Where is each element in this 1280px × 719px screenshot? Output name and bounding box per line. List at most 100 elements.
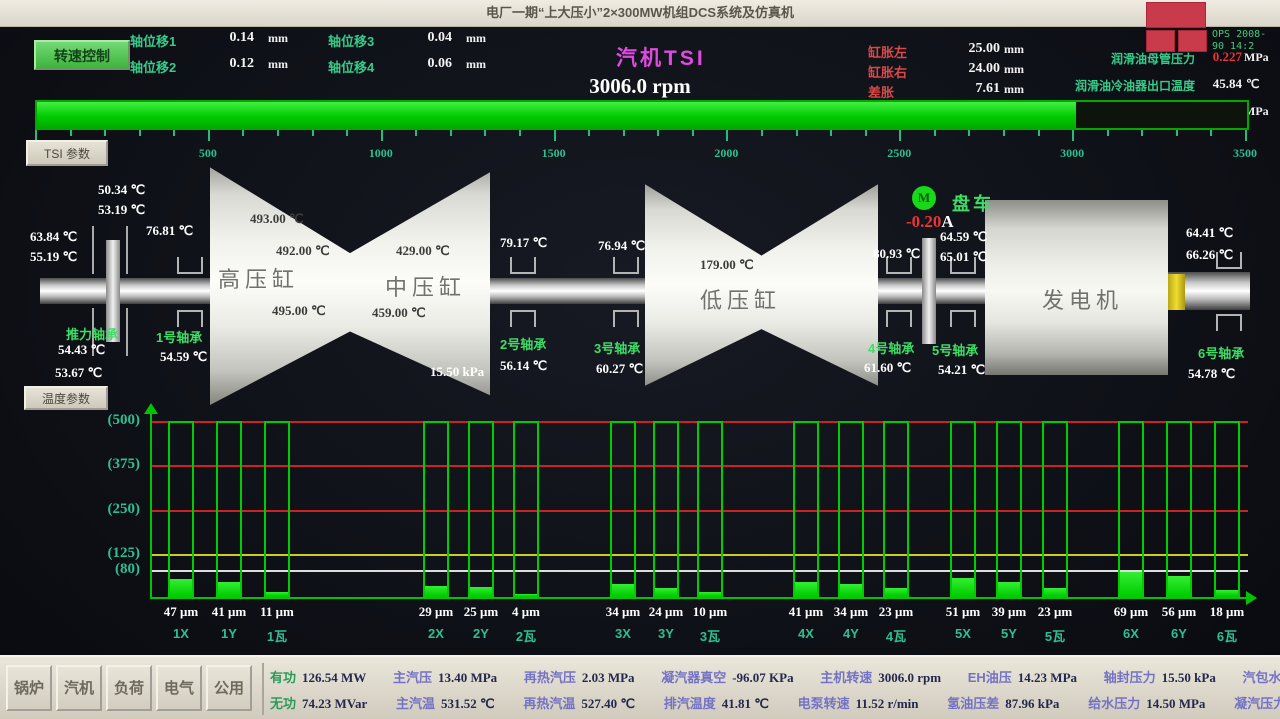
bearing6-bracket-lower: [1216, 314, 1242, 331]
chart-bar-category: 5X: [955, 626, 971, 641]
speed-tick: [173, 130, 176, 136]
chart-yaxis: [150, 413, 152, 599]
chart-bar-category: 2X: [428, 626, 444, 641]
chart-bar-fill: [1120, 571, 1142, 596]
nav-button-4[interactable]: 电气: [156, 665, 202, 711]
speed-tick-label: 1000: [368, 146, 393, 160]
speed-tick: [35, 130, 37, 141]
chart-bar-fill: [470, 587, 492, 596]
chart-bar: [610, 421, 636, 598]
nav-button-5[interactable]: 公用: [206, 665, 252, 711]
hp-temp-3: 495.00 ℃: [272, 303, 326, 318]
chart-bar-category: 3瓦: [699, 629, 721, 644]
chart-bar: [216, 421, 242, 598]
left-temp-1: 63.84 ℃: [30, 229, 78, 244]
alarm-tile[interactable]: [1146, 2, 1206, 28]
chart-bar: [1166, 421, 1192, 598]
temp-params-button[interactable]: 温度参数: [24, 386, 108, 410]
turning-gear-label: 盘车: [952, 194, 994, 214]
chart-bar-category: 1Y: [221, 626, 237, 641]
alarm-tile[interactable]: [1146, 30, 1175, 52]
turning-gear-motor-icon[interactable]: M: [912, 186, 936, 210]
speed-tick: [311, 130, 314, 136]
chart-bar-category: 4Y: [843, 626, 859, 641]
speed-tick-label: 1500: [541, 146, 566, 160]
nav-button-2[interactable]: 汽机: [56, 665, 102, 711]
chart-bar-value: 23 μm: [1037, 604, 1073, 619]
thrust-bearing-symbol-upper: [92, 226, 128, 274]
chart-bar-value: 56 μm: [1161, 604, 1197, 619]
chart-bar-category: 1X: [173, 626, 189, 641]
speed-tick: [1210, 130, 1213, 136]
window-titlebar: 电厂一期“上大压小”2×300MW机组DCS系统及仿真机: [0, 0, 1280, 27]
chart-bar: [1214, 421, 1240, 598]
status-item: 主机转速 3006.0 rpm: [820, 667, 941, 686]
chart-bar-fill: [885, 587, 907, 596]
bearing2-bracket-lower: [510, 310, 536, 327]
chart-bar-fill: [952, 577, 974, 596]
coupling-yellow: [1168, 274, 1185, 310]
nav-button-1[interactable]: 锅炉: [6, 665, 52, 711]
bearing4-bracket-lower: [886, 310, 912, 327]
ip-cylinder-label: 中压缸: [385, 275, 467, 300]
status-label: 汽包水位: [1242, 670, 1280, 685]
chart-bar-fill: [218, 581, 240, 596]
bearing2-top-temp: 79.17 ℃: [500, 235, 548, 250]
chart-bar-category: 2瓦: [515, 629, 537, 644]
chart-bar-fill: [1044, 587, 1066, 596]
bearing1-label: 1号轴承: [156, 330, 203, 345]
bearing4-top-temp: 80.93 ℃: [873, 246, 921, 261]
generator-shape: [985, 200, 1168, 375]
chart-bar: [697, 421, 723, 598]
chart-bar-fill: [998, 582, 1020, 596]
chart-xaxis-arrow: [1246, 591, 1257, 605]
chart-bar-category: 4瓦: [885, 629, 907, 644]
hp-temp-1: 493.00 ℃: [250, 211, 304, 226]
bearing4-temp: 61.60 ℃: [864, 360, 912, 375]
turning-gear-collar: [922, 238, 936, 344]
ip-temp-2: 459.00 ℃: [372, 305, 426, 320]
thrust-bearing-temp-2: 53.67 ℃: [55, 365, 103, 380]
chart-bar-fill: [170, 579, 192, 596]
chart-bar-fill: [425, 585, 447, 596]
speed-control-button[interactable]: 转速控制: [34, 40, 130, 70]
bearing3-label: 3号轴承: [594, 341, 641, 356]
status-item: 氢油压差 87.96 kPa: [947, 693, 1059, 712]
axial-disp-3-value: 0.04: [427, 30, 453, 45]
bearing5-bracket-lower: [950, 310, 976, 327]
clock-line2: 90 14:2: [1212, 41, 1255, 52]
speed-tick-label: 2500: [887, 146, 912, 160]
turning-gear-current: -0.20A: [906, 212, 954, 232]
status-item: 凝汽压力0.60 MPa: [1234, 693, 1280, 712]
alarm-tile[interactable]: [1178, 30, 1207, 52]
gen-temp-1: 64.41 ℃: [1186, 225, 1234, 240]
tsi-params-button[interactable]: TSI 参数: [26, 140, 108, 166]
chart-bar-category: 6Y: [1171, 626, 1187, 641]
bearing6-bracket-upper: [1216, 252, 1242, 269]
exp-left-value: 25.00: [968, 41, 1001, 56]
chart-bar: [1118, 421, 1144, 598]
bearing1-temp: 54.59 ℃: [160, 349, 208, 364]
speed-tick: [484, 130, 487, 136]
status-item: 再热汽压 2.03 MPa: [524, 667, 635, 686]
chart-bar: [468, 421, 494, 598]
chart-bar-fill: [699, 592, 721, 596]
nav-button-3[interactable]: 负荷: [106, 665, 152, 711]
axial-disp-2-value: 0.12: [229, 56, 255, 71]
chart-bar: [168, 421, 194, 598]
status-item: 凝汽器真空 -96.07 KPa: [661, 667, 793, 686]
status-label: 排汽温度: [663, 696, 716, 711]
bottom-toolbar: 锅炉 汽机 负荷 电气 公用 有功 126.54 MW 主汽压 13.40 MPa 再热汽压 2.…: [0, 655, 1280, 719]
speed-tick: [207, 130, 210, 141]
chart-gridline: [152, 569, 1248, 572]
hp-cylinder-label: 高压缸: [218, 267, 300, 292]
speed-tick: [968, 130, 971, 136]
status-value: 14.23 MPa: [1017, 670, 1078, 685]
chart-bar-value: 34 μm: [833, 604, 869, 619]
turning-gear-current-unit: A: [941, 212, 954, 231]
chart-ytick-label: (250): [107, 500, 141, 517]
status-label: 再热汽压: [523, 670, 576, 685]
speed-tick: [449, 130, 452, 136]
chart-bar-value: 47 μm: [163, 604, 199, 619]
chart-bar-fill: [266, 592, 288, 596]
